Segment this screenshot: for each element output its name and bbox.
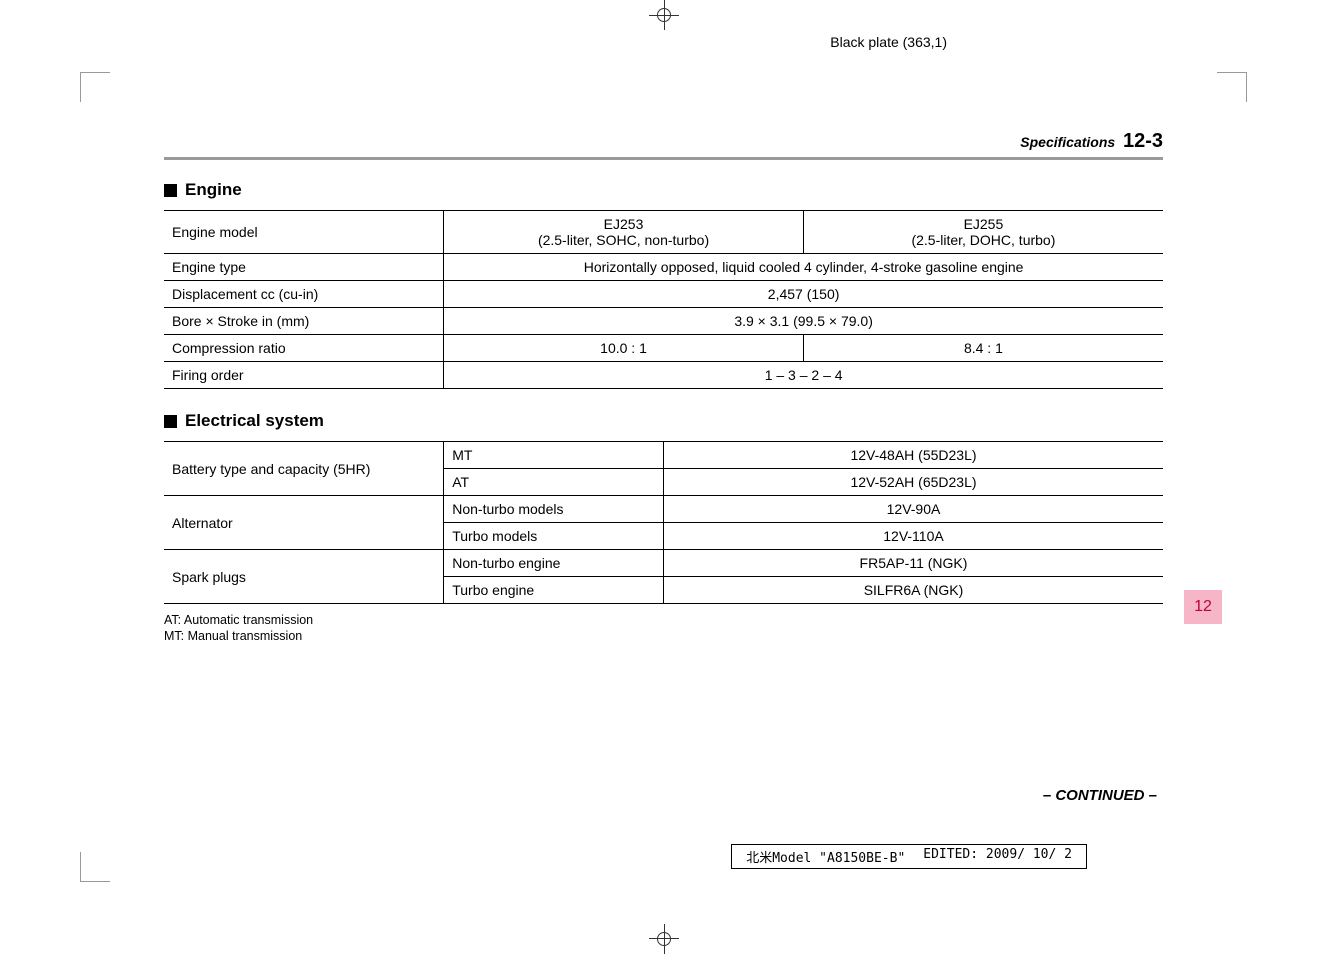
- footer-edited: EDITED: 2009/ 10/ 2: [923, 847, 1072, 866]
- cell-value: 8.4 : 1: [803, 335, 1163, 362]
- cell-sub: MT: [444, 442, 664, 469]
- cell-value: EJ255 (2.5-liter, DOHC, turbo): [803, 211, 1163, 254]
- electrical-title: Electrical system: [164, 411, 1163, 431]
- footer-box: 北米Model "A8150BE-B" EDITED: 2009/ 10/ 2: [731, 844, 1087, 869]
- cell-label: Alternator: [164, 496, 444, 550]
- cell-value: 10.0 : 1: [444, 335, 804, 362]
- table-row: Spark plugs Non-turbo engine FR5AP-11 (N…: [164, 550, 1163, 577]
- cell-value: 12V-90A: [663, 496, 1163, 523]
- table-row: Engine model EJ253 (2.5-liter, SOHC, non…: [164, 211, 1163, 254]
- cell-sub: Turbo models: [444, 523, 664, 550]
- table-row: Displacement cc (cu-in) 2,457 (150): [164, 281, 1163, 308]
- cell-value: 1 – 3 – 2 – 4: [444, 362, 1163, 389]
- engine-title-text: Engine: [185, 180, 242, 200]
- cell-value: 12V-110A: [663, 523, 1163, 550]
- continued-label: – CONTINUED –: [1043, 787, 1157, 804]
- cell-label: Firing order: [164, 362, 444, 389]
- header-rule: [164, 157, 1163, 160]
- plate-label: Black plate (363,1): [830, 34, 947, 50]
- square-bullet-icon: [164, 415, 177, 428]
- table-row: Engine type Horizontally opposed, liquid…: [164, 254, 1163, 281]
- cell-sub: AT: [444, 469, 664, 496]
- cell-value: SILFR6A (NGK): [663, 577, 1163, 604]
- cell-value: 12V-52AH (65D23L): [663, 469, 1163, 496]
- engine-table: Engine model EJ253 (2.5-liter, SOHC, non…: [164, 210, 1163, 389]
- cell-label: Battery type and capacity (5HR): [164, 442, 444, 496]
- footnote-mt: MT: Manual transmission: [164, 628, 1163, 644]
- text: (2.5-liter, SOHC, non-turbo): [538, 232, 709, 248]
- text: (2.5-liter, DOHC, turbo): [911, 232, 1055, 248]
- header-section: Specifications: [1020, 134, 1115, 150]
- cell-sub: Non-turbo engine: [444, 550, 664, 577]
- cell-value: 12V-48AH (55D23L): [663, 442, 1163, 469]
- header-page: 12-3: [1123, 130, 1163, 152]
- cell-value: EJ253 (2.5-liter, SOHC, non-turbo): [444, 211, 804, 254]
- cell-label: Spark plugs: [164, 550, 444, 604]
- cell-value: 3.9 × 3.1 (99.5 × 79.0): [444, 308, 1163, 335]
- text: EJ255: [964, 216, 1004, 232]
- cell-value: FR5AP-11 (NGK): [663, 550, 1163, 577]
- cell-label: Engine model: [164, 211, 444, 254]
- crop-mark-bl: [80, 852, 110, 882]
- cell-sub: Turbo engine: [444, 577, 664, 604]
- cell-value: 2,457 (150): [444, 281, 1163, 308]
- cell-label: Displacement cc (cu-in): [164, 281, 444, 308]
- table-row: Battery type and capacity (5HR) MT 12V-4…: [164, 442, 1163, 469]
- crop-mark-tl: [80, 72, 110, 102]
- table-row: Alternator Non-turbo models 12V-90A: [164, 496, 1163, 523]
- cell-label: Compression ratio: [164, 335, 444, 362]
- electrical-title-text: Electrical system: [185, 411, 324, 431]
- cell-label: Bore × Stroke in (mm): [164, 308, 444, 335]
- cell-value: Horizontally opposed, liquid cooled 4 cy…: [444, 254, 1163, 281]
- cell-sub: Non-turbo models: [444, 496, 664, 523]
- table-row: Compression ratio 10.0 : 1 8.4 : 1: [164, 335, 1163, 362]
- cell-label: Engine type: [164, 254, 444, 281]
- square-bullet-icon: [164, 184, 177, 197]
- table-row: Bore × Stroke in (mm) 3.9 × 3.1 (99.5 × …: [164, 308, 1163, 335]
- electrical-table: Battery type and capacity (5HR) MT 12V-4…: [164, 441, 1163, 604]
- page-header: Specifications 12-3: [164, 130, 1163, 153]
- footnote-at: AT: Automatic transmission: [164, 612, 1163, 628]
- crop-mark-tr: [1217, 72, 1247, 102]
- footer-model: 北米Model "A8150BE-B": [746, 847, 905, 866]
- text: EJ253: [604, 216, 644, 232]
- table-row: Firing order 1 – 3 – 2 – 4: [164, 362, 1163, 389]
- footnote: AT: Automatic transmission MT: Manual tr…: [164, 612, 1163, 645]
- engine-title: Engine: [164, 180, 1163, 200]
- chapter-tab: 12: [1184, 590, 1222, 624]
